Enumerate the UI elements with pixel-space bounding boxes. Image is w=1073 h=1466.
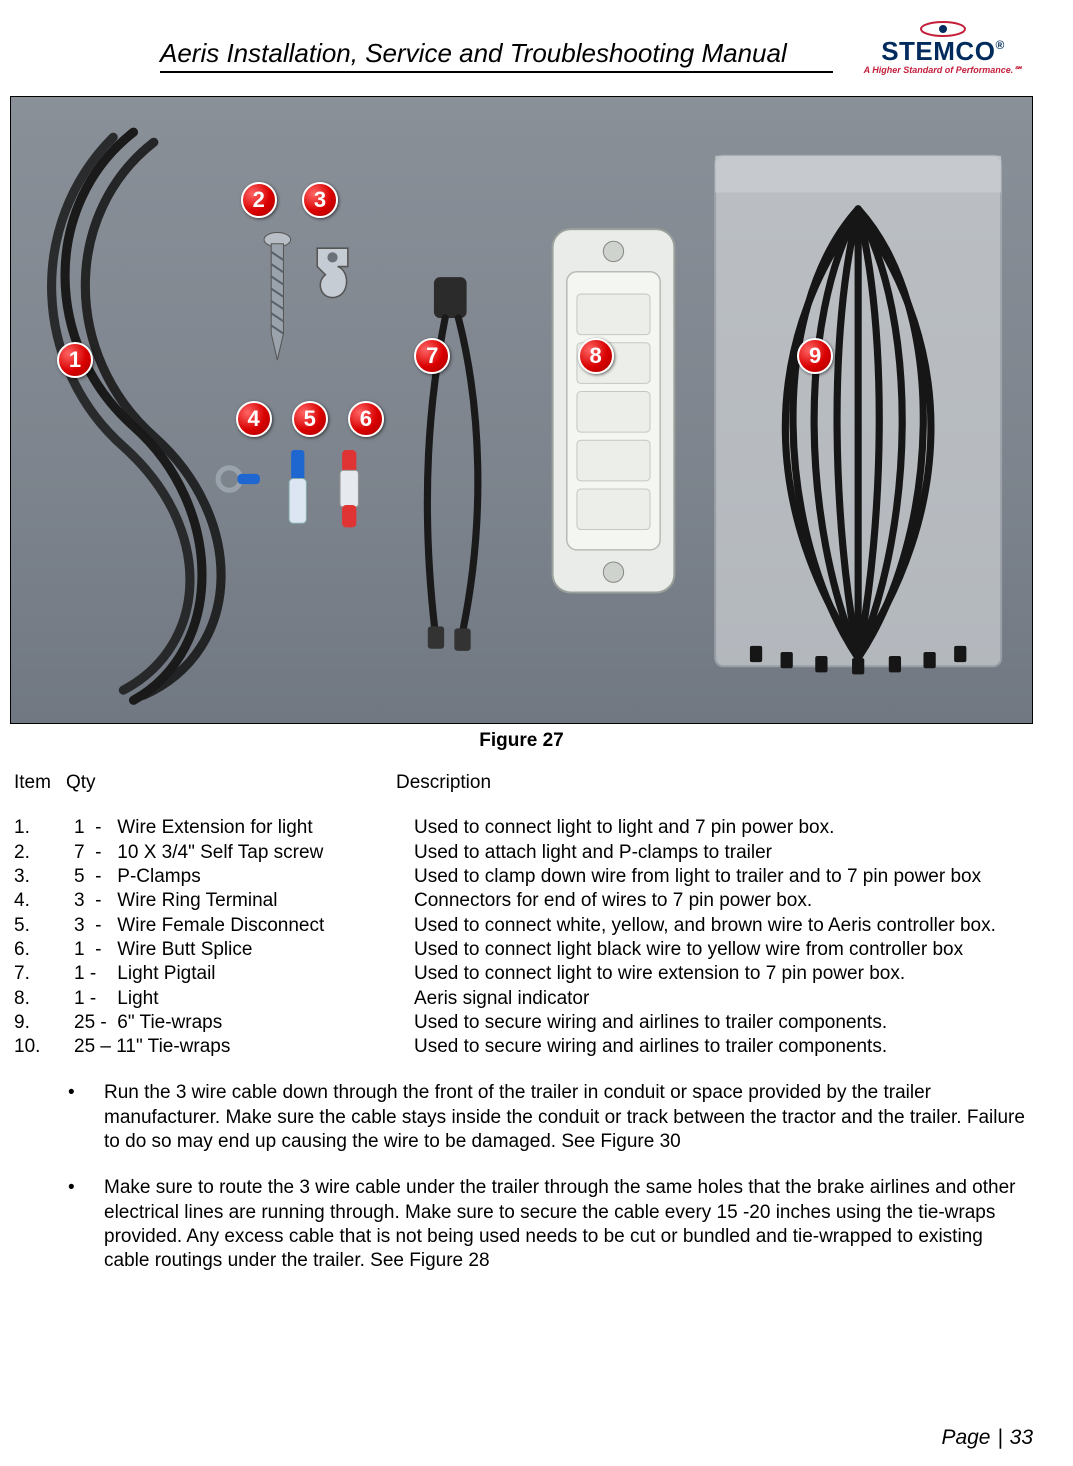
figure-marker-8: 8 [578,338,614,374]
table-row: 8.1 - LightAeris signal indicator [14,987,1033,1011]
figure-27-image: 1 2 3 4 5 6 7 8 9 [10,96,1033,724]
row-desc: Used to connect light black wire to yell… [414,938,1033,962]
logo-name: STEMCO® [853,40,1033,63]
butt-splice-icon [338,448,360,529]
th-item: Item [14,772,66,794]
parts-table-header: Item Qty Description [10,772,1033,794]
list-item: Make sure to route the 3 wire cable unde… [64,1176,1033,1273]
row-num: 10. [14,1035,74,1059]
table-row: 10.25 – 11" Tie-wrapsUsed to secure wiri… [14,1035,1033,1059]
table-row: 3.5 - P-ClampsUsed to clamp down wire fr… [14,865,1033,889]
instruction-bullets: Run the 3 wire cable down through the fr… [10,1081,1033,1273]
row-part: 25 - 6" Tie-wraps [74,1011,414,1035]
row-num: 5. [14,914,74,938]
row-part: 5 - P-Clamps [74,865,414,889]
row-part: 1 - Light Pigtail [74,962,414,986]
registered-mark: ® [995,38,1004,52]
row-desc: Aeris signal indicator [414,987,1033,1011]
table-row: 4.3 - Wire Ring TerminalConnectors for e… [14,889,1033,913]
table-row: 7.1 - Light PigtailUsed to connect light… [14,962,1033,986]
row-num: 7. [14,962,74,986]
row-part: 3 - Wire Ring Terminal [74,889,414,913]
row-num: 9. [14,1011,74,1035]
female-disconnect-icon [285,448,311,529]
row-part: 3 - Wire Female Disconnect [74,914,414,938]
signal-light-icon [542,223,685,599]
row-part: 25 – 11" Tie-wraps [74,1035,414,1059]
row-num: 6. [14,938,74,962]
logo-name-text: STEMCO [881,36,995,66]
p-clamp-icon [307,235,358,323]
row-part: 1 - Wire Extension for light [74,816,414,840]
ring-terminal-icon [215,454,264,504]
table-row: 2.7 - 10 X 3/4" Self Tap screwUsed to at… [14,841,1033,865]
footer-sep: | [997,1426,1002,1449]
figure-caption: Figure 27 [10,730,1033,752]
table-row: 9.25 - 6" Tie-wrapsUsed to secure wiring… [14,1011,1033,1035]
doc-title-wrap: Aeris Installation, Service and Troubles… [160,20,833,73]
figure-marker-3: 3 [302,182,338,218]
row-num: 1. [14,816,74,840]
logo-tagline: A Higher Standard of Performance.℠ [853,65,1033,76]
doc-title: Aeris Installation, Service and Troubles… [160,38,833,73]
row-desc: Used to connect light to light and 7 pin… [414,816,1033,840]
table-row: 6.1 - Wire Butt SpliceUsed to connect li… [14,938,1033,962]
row-num: 4. [14,889,74,913]
list-item: Run the 3 wire cable down through the fr… [64,1081,1033,1154]
row-desc: Used to secure wiring and airlines to tr… [414,1011,1033,1035]
figure-marker-4: 4 [236,401,272,437]
parts-list: 1.1 - Wire Extension for lightUsed to co… [10,816,1033,1059]
row-num: 2. [14,841,74,865]
row-desc: Used to attach light and P-clamps to tra… [414,841,1033,865]
figure-marker-5: 5 [292,401,328,437]
table-row: 1.1 - Wire Extension for lightUsed to co… [14,816,1033,840]
page-footer: Page | 33 [941,1426,1033,1450]
figure-marker-2: 2 [241,182,277,218]
th-desc: Description [396,772,1033,794]
page-header: Aeris Installation, Service and Troubles… [10,20,1033,76]
row-desc: Connectors for end of wires to 7 pin pow… [414,889,1033,913]
light-pigtail-icon [389,273,512,661]
footer-page-num: 33 [1010,1426,1033,1449]
self-tap-screw-icon [261,229,294,367]
tie-wraps-icon [705,147,1011,679]
footer-label: Page [941,1426,990,1449]
table-row: 5.3 - Wire Female DisconnectUsed to conn… [14,914,1033,938]
brand-logo: STEMCO® A Higher Standard of Performance… [833,20,1033,76]
row-num: 3. [14,865,74,889]
row-part: 7 - 10 X 3/4" Self Tap screw [74,841,414,865]
row-desc: Used to connect light to wire extension … [414,962,1033,986]
figure-marker-6: 6 [348,401,384,437]
figure-marker-1: 1 [57,342,93,378]
th-qty: Qty [66,772,396,794]
row-num: 8. [14,987,74,1011]
row-desc: Used to connect white, yellow, and brown… [414,914,1033,938]
wire-extension-icon [11,122,256,710]
row-part: 1 - Wire Butt Splice [74,938,414,962]
row-desc: Used to secure wiring and airlines to tr… [414,1035,1033,1059]
row-part: 1 - Light [74,987,414,1011]
row-desc: Used to clamp down wire from light to tr… [414,865,1033,889]
